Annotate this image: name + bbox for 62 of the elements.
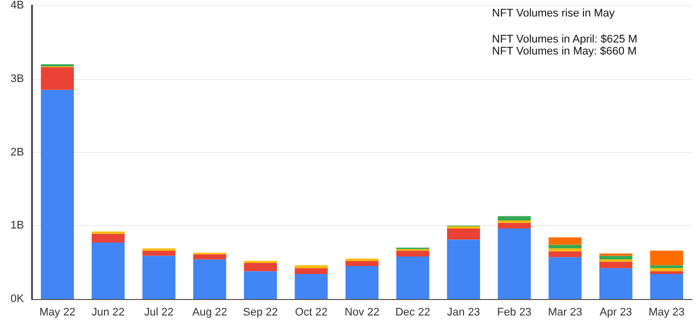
x-tick-label: Feb 23 (497, 306, 532, 318)
bar (40, 90, 74, 299)
y-tick-label: 3B (10, 72, 24, 85)
bar (548, 257, 582, 299)
bar (548, 248, 582, 252)
bar (142, 256, 176, 299)
x-tick-label: Aug 22 (192, 306, 228, 318)
x-tick-label: Dec 22 (395, 306, 430, 318)
bar (650, 268, 684, 272)
x-tick-label: Jun 22 (92, 306, 125, 318)
bar (650, 250, 684, 266)
bar (447, 240, 480, 299)
annotation: NFT Volumes in May: $660 M (492, 46, 637, 58)
bar (40, 67, 74, 90)
bar (650, 265, 684, 268)
y-tick-label: 2B (10, 146, 24, 158)
bar (498, 228, 531, 299)
y-tick-label: 0K (10, 293, 25, 305)
bar (346, 260, 378, 266)
annotation: NFT Volumes rise in May (492, 8, 616, 20)
bar (548, 244, 582, 248)
bar (498, 220, 531, 223)
y-tick-label: 1B (10, 220, 24, 232)
bar (498, 216, 531, 220)
bar (650, 274, 684, 299)
x-tick-label: Sep 22 (243, 306, 278, 318)
bar (599, 256, 632, 260)
bar (447, 228, 480, 240)
bar (548, 251, 582, 258)
bar (498, 222, 531, 229)
bar (92, 242, 125, 299)
bar (650, 271, 684, 274)
bar (142, 250, 176, 256)
bar (244, 260, 277, 264)
bar (346, 266, 378, 299)
bar (244, 263, 277, 272)
bar (548, 237, 582, 245)
bar (396, 256, 430, 299)
y-tick-label: 4B (10, 0, 24, 12)
x-tick-label: Oct 22 (295, 306, 328, 318)
bar (396, 250, 430, 256)
x-tick-label: May 22 (39, 306, 76, 318)
annotation: NFT Volumes in April: $625 M (492, 34, 638, 46)
bar (294, 268, 328, 274)
x-tick-label: May 23 (648, 306, 685, 318)
x-tick-label: Jul 22 (144, 306, 174, 318)
bar (244, 271, 277, 299)
bar (599, 262, 632, 268)
bar (92, 234, 125, 242)
bar (447, 226, 480, 229)
x-tick-label: Nov 22 (344, 306, 380, 318)
x-tick-label: Apr 23 (600, 306, 632, 318)
bar (599, 259, 632, 262)
x-tick-label: Mar 23 (548, 306, 582, 318)
bar (599, 268, 632, 299)
bar (294, 265, 328, 268)
bar (92, 231, 125, 234)
x-tick-label: Jan 23 (447, 306, 480, 318)
bar (193, 254, 226, 260)
bar (294, 274, 328, 299)
bar (193, 259, 226, 299)
bar (142, 248, 176, 251)
